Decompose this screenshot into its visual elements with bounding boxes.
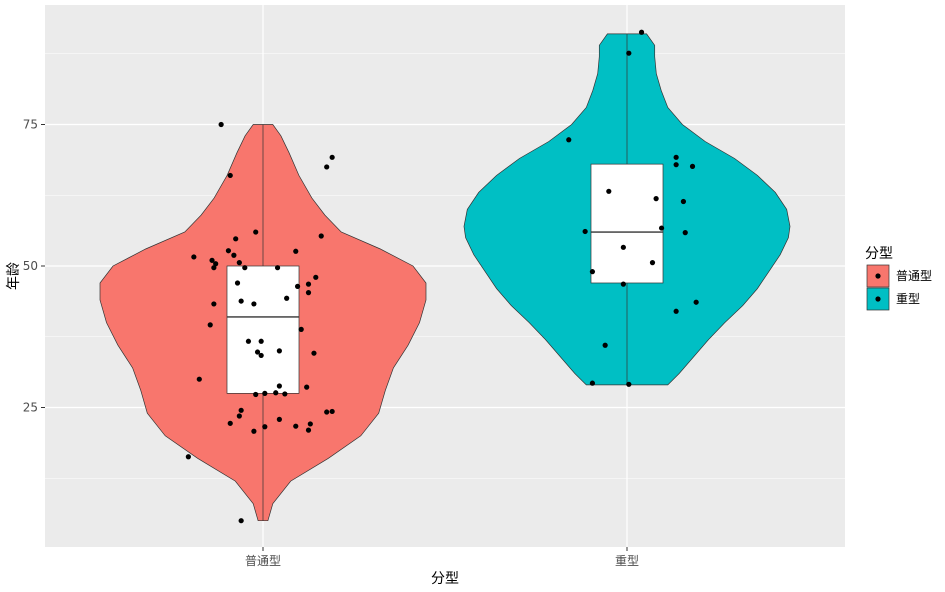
data-point — [606, 188, 612, 194]
data-point — [673, 308, 679, 314]
data-point — [273, 390, 279, 396]
data-point — [274, 265, 281, 271]
legend-title: 分型 — [865, 246, 893, 262]
y-tick-label: 50 — [23, 259, 38, 273]
data-point — [305, 281, 312, 287]
data-point — [258, 338, 264, 344]
data-point — [324, 164, 330, 170]
data-point — [185, 454, 191, 460]
y-axis-title: 年龄 — [6, 262, 22, 290]
data-point — [233, 236, 239, 242]
y-tick-label: 75 — [23, 118, 38, 132]
data-point — [324, 409, 330, 415]
legend-label: 普通型 — [896, 269, 932, 283]
data-point — [276, 383, 282, 389]
jitter-points — [185, 29, 699, 524]
data-point — [196, 376, 202, 382]
data-point — [682, 230, 688, 236]
data-point — [566, 137, 572, 143]
data-point — [253, 229, 259, 235]
data-point — [284, 295, 290, 301]
data-point — [282, 391, 288, 397]
data-point — [262, 390, 268, 396]
data-point — [293, 248, 299, 254]
data-point — [304, 384, 310, 390]
legend-key-point — [875, 296, 881, 302]
data-point — [649, 260, 656, 266]
data-point — [238, 407, 244, 413]
data-point — [236, 413, 242, 419]
data-point — [213, 261, 219, 267]
data-point — [251, 301, 257, 307]
data-point — [620, 281, 626, 287]
data-point — [298, 326, 304, 332]
data-point — [276, 416, 282, 422]
data-point — [305, 290, 312, 296]
data-point — [191, 254, 197, 260]
data-point — [673, 162, 679, 168]
data-point — [626, 50, 632, 56]
data-point — [211, 301, 217, 307]
data-point — [307, 421, 313, 427]
data-point — [211, 265, 217, 271]
x-axis-title: 分型 — [431, 571, 459, 587]
data-point — [689, 163, 696, 169]
data-point — [258, 352, 264, 359]
data-point — [225, 248, 232, 254]
x-tick-label: 普通型 — [245, 554, 281, 568]
data-point — [680, 198, 687, 205]
data-point — [589, 380, 596, 386]
legend-label: 重型 — [896, 292, 920, 306]
data-point — [293, 423, 299, 429]
data-point — [329, 408, 335, 415]
data-point — [238, 298, 244, 304]
data-point — [245, 338, 252, 344]
data-point — [602, 342, 608, 348]
legend-key-point — [875, 273, 881, 279]
data-point — [329, 154, 335, 160]
data-point — [262, 424, 268, 430]
data-point — [238, 518, 244, 524]
data-point — [276, 348, 282, 354]
data-point — [313, 274, 319, 280]
data-point — [311, 350, 317, 356]
data-point — [234, 280, 241, 286]
data-point — [218, 121, 224, 128]
data-point — [253, 391, 259, 398]
data-point — [693, 299, 699, 305]
data-point — [209, 257, 215, 263]
y-tick-label: 25 — [23, 401, 38, 415]
data-point — [227, 420, 233, 426]
data-point — [251, 428, 257, 434]
data-point — [254, 349, 261, 355]
data-point — [318, 233, 324, 239]
data-point — [207, 322, 213, 328]
box-1 — [226, 265, 300, 394]
data-point — [231, 252, 237, 258]
data-point — [294, 283, 301, 289]
x-tick-label: 重型 — [615, 554, 639, 568]
data-point — [638, 29, 645, 35]
axes: 25 50 75 普通型 重型 — [23, 118, 639, 569]
boxplots — [226, 33, 664, 521]
data-point — [236, 260, 242, 266]
data-point — [242, 265, 248, 271]
data-point — [589, 269, 596, 275]
data-point — [673, 154, 679, 160]
data-point — [620, 244, 626, 250]
data-point — [305, 427, 312, 433]
data-point — [626, 381, 632, 387]
data-point — [653, 196, 659, 202]
data-point — [227, 172, 233, 179]
data-point — [582, 228, 588, 235]
data-point — [658, 225, 665, 231]
